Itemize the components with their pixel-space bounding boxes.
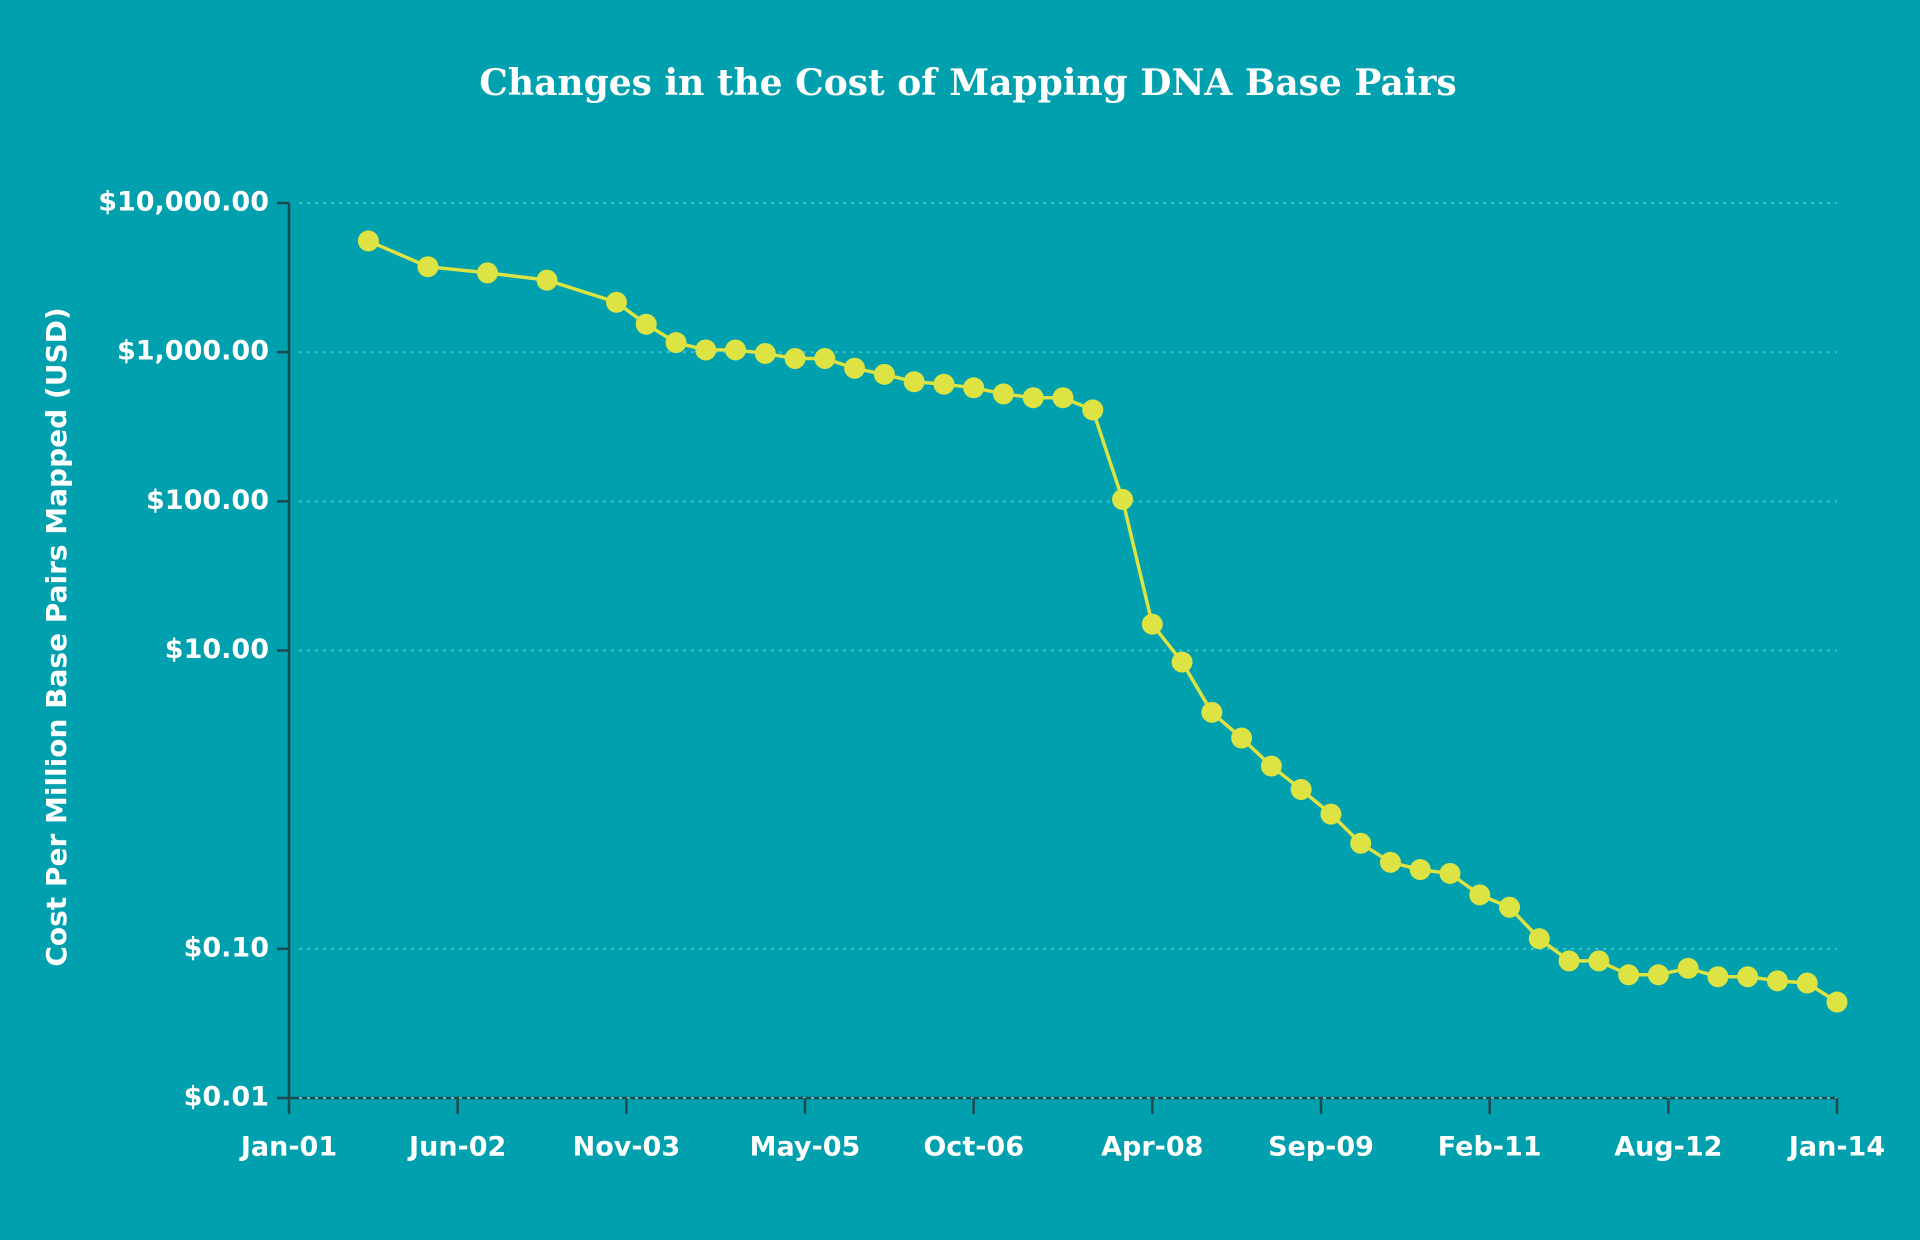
data-point: [1320, 803, 1342, 825]
data-point: [1826, 991, 1848, 1013]
data-point: [1171, 651, 1193, 673]
y-tick-label: $0.01: [184, 1082, 269, 1113]
data-point: [1379, 851, 1401, 873]
x-tick-label: Jun-02: [407, 1132, 506, 1163]
x-tick-label: Feb-11: [1438, 1132, 1542, 1163]
x-tick-label: May-05: [750, 1132, 861, 1163]
y-tick-label: $10.00: [165, 634, 269, 665]
y-tick-label: $100.00: [146, 485, 269, 516]
data-point: [1558, 950, 1580, 972]
data-point: [1618, 964, 1640, 986]
data-point: [1766, 970, 1788, 992]
data-point: [1647, 964, 1669, 986]
data-point: [814, 347, 836, 369]
data-point: [1290, 778, 1312, 800]
x-tick-label: Jan-01: [239, 1132, 337, 1163]
data-point: [1796, 972, 1818, 994]
data-point: [1439, 862, 1461, 884]
data-point: [933, 373, 955, 395]
data-point: [873, 363, 895, 385]
data-point: [1588, 950, 1610, 972]
data-point: [1260, 755, 1282, 777]
data-point: [1707, 966, 1729, 988]
data-point: [536, 269, 558, 291]
data-point: [725, 339, 747, 361]
x-tick-label: Nov-03: [573, 1132, 681, 1163]
data-point: [1350, 832, 1372, 854]
data-point: [417, 256, 439, 278]
data-point: [1052, 387, 1074, 409]
y-tick-label: $0.10: [184, 932, 269, 963]
data-point: [1201, 701, 1223, 723]
data-point: [605, 291, 627, 313]
data-point: [1112, 488, 1134, 510]
data-point: [476, 262, 498, 284]
x-tick-label: Aug-12: [1614, 1132, 1722, 1163]
data-point: [1141, 613, 1163, 635]
x-tick-label: Oct-06: [923, 1132, 1024, 1163]
data-point: [635, 313, 657, 335]
y-axis-label: Cost Per Million Base Pairs Mapped (USD): [40, 307, 73, 966]
data-point: [665, 332, 687, 354]
y-tick-label: $1,000.00: [117, 336, 269, 367]
data-point: [963, 377, 985, 399]
data-point: [1231, 727, 1253, 749]
data-point: [357, 230, 379, 252]
data-point: [1409, 859, 1431, 881]
x-tick-label: Sep-09: [1268, 1132, 1374, 1163]
data-line: [367, 239, 1838, 1004]
data-point: [1528, 928, 1550, 950]
data-point: [1677, 957, 1699, 979]
data-point: [1737, 966, 1759, 988]
data-point: [844, 357, 866, 379]
data-point: [1499, 896, 1521, 918]
data-point: [992, 383, 1014, 405]
y-tick-label: $10,000.00: [98, 187, 269, 218]
data-point: [1082, 399, 1104, 421]
data-point: [1022, 387, 1044, 409]
data-point: [903, 371, 925, 393]
data-point: [754, 342, 776, 364]
data-point: [695, 339, 717, 361]
x-tick-label: Jan-14: [1787, 1132, 1885, 1163]
x-tick-label: Apr-08: [1101, 1132, 1203, 1163]
data-point: [1469, 884, 1491, 906]
data-point: [784, 347, 806, 369]
chart-title: Changes in the Cost of Mapping DNA Base …: [479, 62, 1456, 104]
